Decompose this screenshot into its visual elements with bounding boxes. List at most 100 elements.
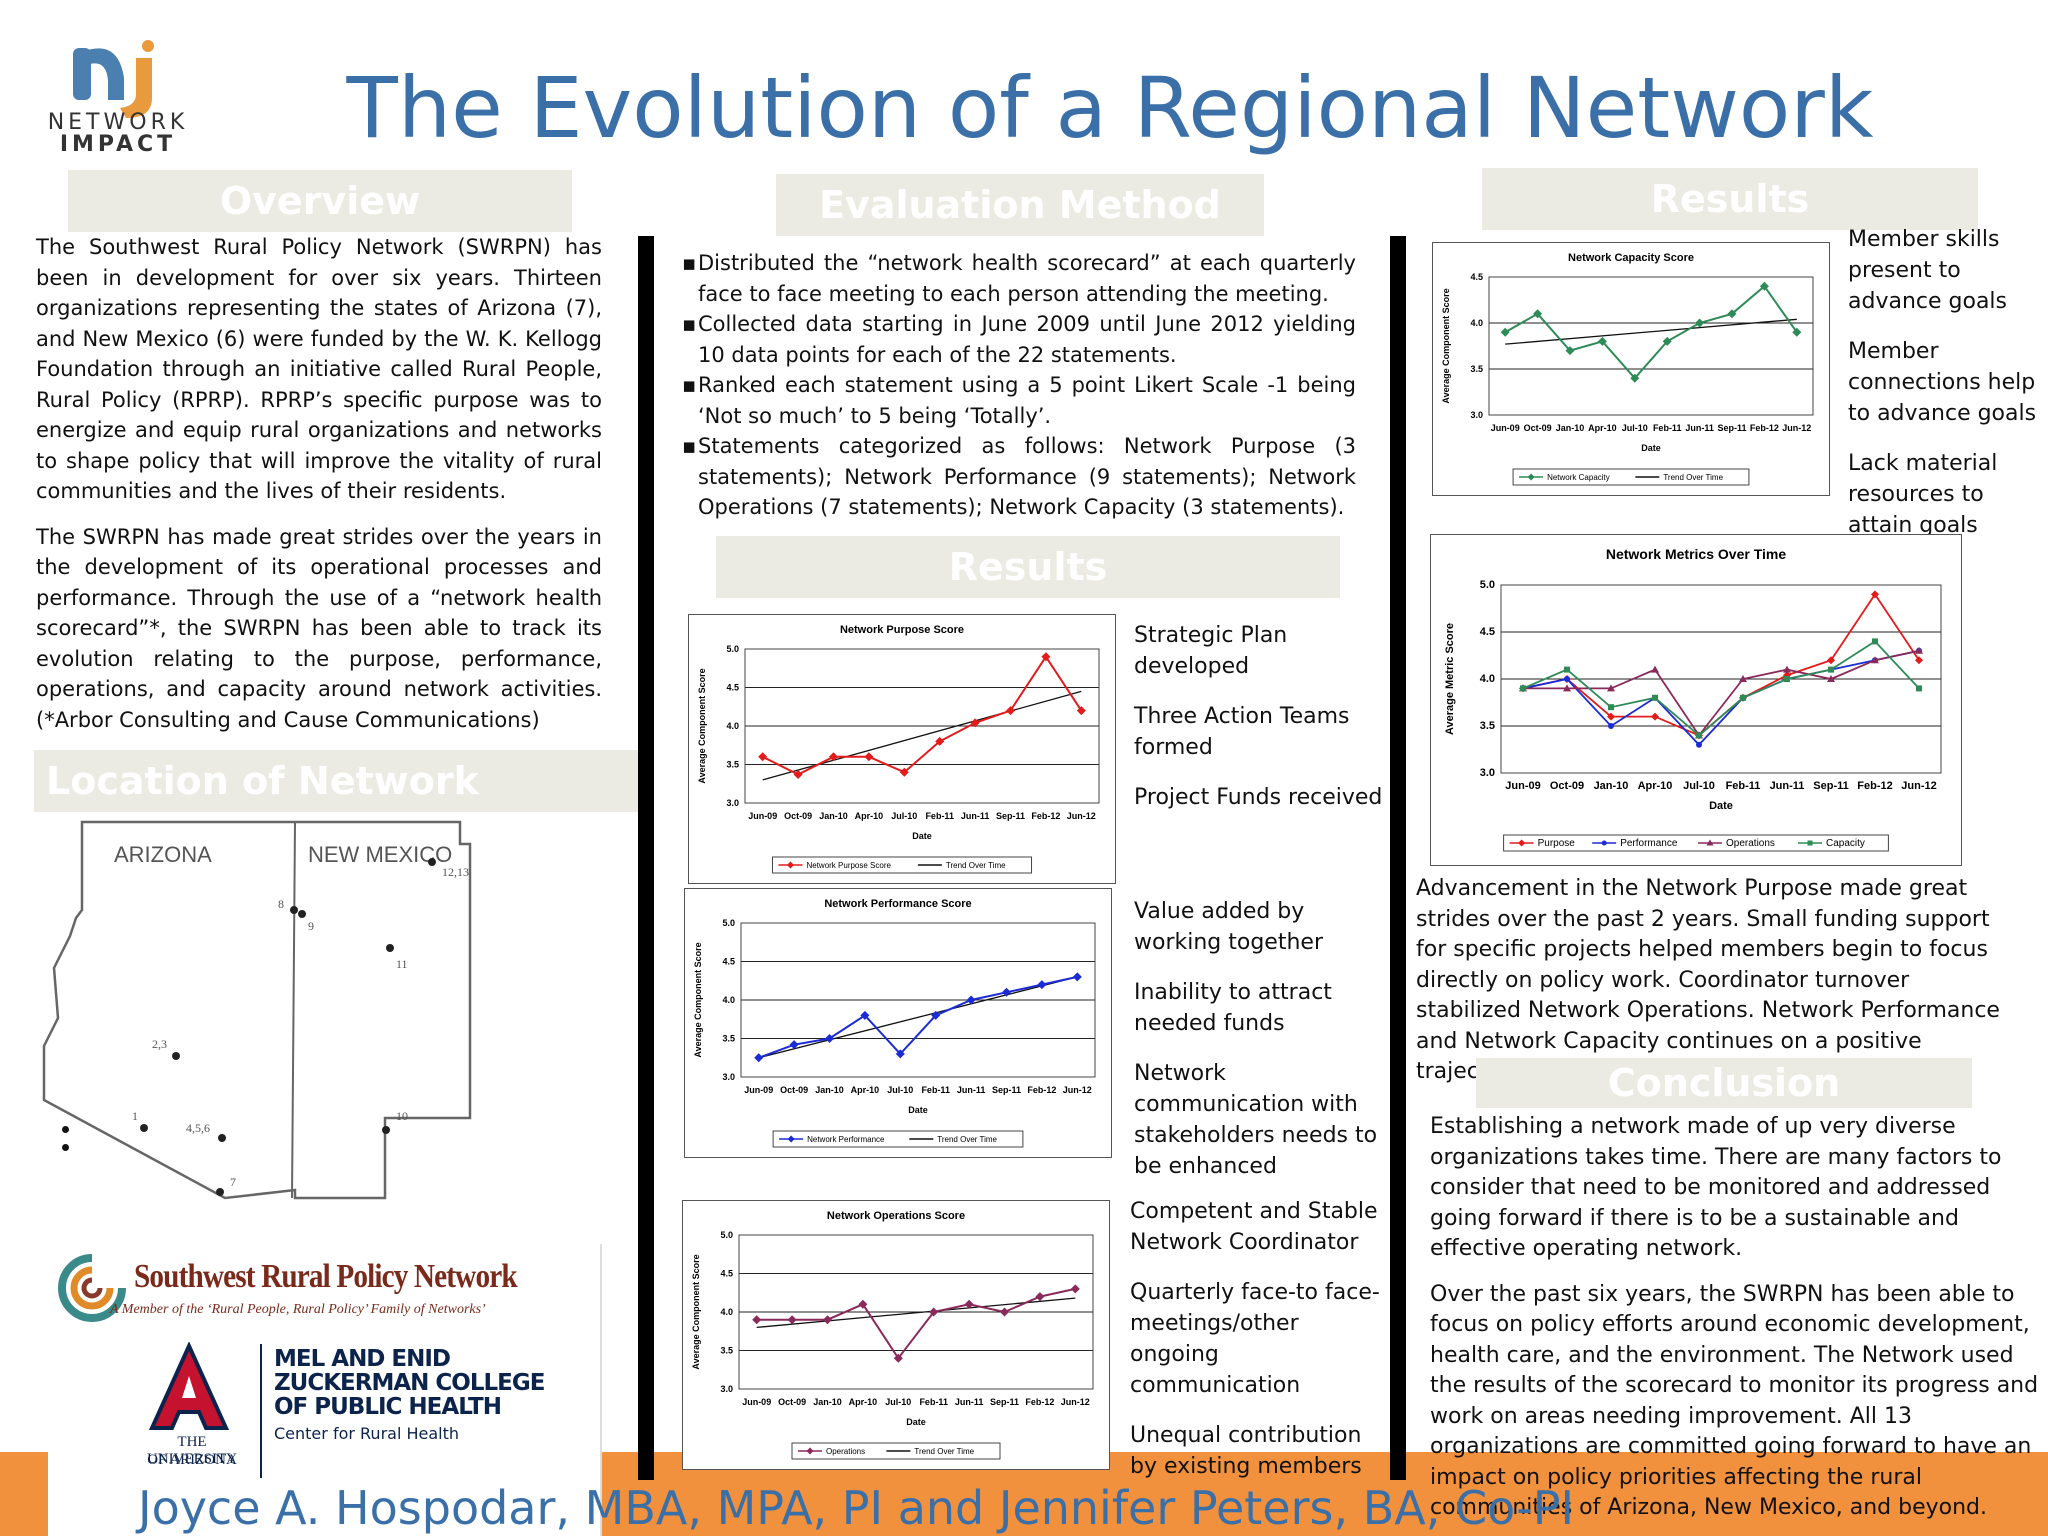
y-axis-label: Average Component Score (1441, 288, 1451, 403)
conclusion-paragraph-2: Over the past six years, the SWRPN has b… (1430, 1281, 2039, 1521)
x-axis-label: Date (912, 831, 932, 841)
logo-text-line1: NETWORK (47, 110, 189, 135)
x-tick-label: Jul-10 (885, 1397, 911, 1407)
data-point (789, 1040, 799, 1050)
data-point (1696, 741, 1702, 748)
plot-area (1500, 584, 1942, 774)
data-point (1520, 685, 1526, 692)
data-point (1607, 712, 1615, 721)
authors: Joyce A. Hospodar, MBA, MPA, PI and Jenn… (138, 1481, 1575, 1535)
y-tick-label: 4.0 (726, 721, 739, 731)
x-tick-label: Sep-11 (1717, 423, 1746, 433)
ua-line-1: THE UNIVERSITY (147, 1434, 237, 1467)
y-tick-label: 3.5 (726, 760, 739, 770)
x-tick-label: Jul-10 (1622, 423, 1648, 433)
logo-text-line2: IMPACT (59, 132, 177, 157)
data-point (1695, 318, 1705, 328)
y-tick-label: 3.5 (1480, 720, 1495, 732)
chart-title: Network Performance Score (824, 898, 971, 910)
x-tick-label: Feb-11 (919, 1397, 948, 1407)
college-line-3: OF PUBLIC HEALTH (274, 1394, 502, 1420)
data-point (1565, 346, 1575, 356)
data-point (1070, 1284, 1080, 1294)
legend-marker (786, 861, 794, 869)
map-dot-a (62, 1126, 69, 1133)
plot-area (738, 1234, 1094, 1390)
data-point (1563, 684, 1571, 692)
map-dot-b (62, 1144, 69, 1151)
chart-metrics-svg: Network Metrics Over Time 3.0 3.5 4.0 4.5 5.0… (1444, 546, 1942, 852)
college-divider (260, 1344, 262, 1478)
data-point (1000, 1307, 1009, 1317)
data-point (893, 1353, 903, 1363)
legend-label: Operations (826, 1447, 865, 1456)
data-point (935, 736, 945, 746)
note-item: Unequal contribution by existing members (1130, 1423, 1362, 1479)
x-tick-label: Jun-09 (742, 1397, 771, 1407)
x-tick-label: Jul-10 (1683, 780, 1715, 792)
college-line-1: MEL AND ENID (274, 1346, 451, 1372)
plot-area (1488, 276, 1814, 416)
y-tick-label: 3.0 (720, 1384, 733, 1394)
x-tick-label: Apr-10 (849, 1397, 878, 1407)
x-tick-label: Jan-10 (1594, 780, 1629, 792)
data-point (754, 1053, 764, 1063)
chart-title: Network Metrics Over Time (1606, 546, 1786, 562)
evaluation-bullet: Collected data starting in June 2009 unt… (682, 309, 1356, 370)
trend-line (758, 976, 1078, 1059)
legend-label: Network Capacity (1547, 473, 1610, 482)
data-point (1872, 638, 1878, 645)
data-point (1792, 327, 1802, 337)
y-axis-label: Average Component Score (693, 942, 703, 1057)
x-tick-label: Sep-11 (992, 1085, 1021, 1095)
data-point (1651, 712, 1659, 721)
map-point (140, 1124, 148, 1132)
x-axis-label: Date (906, 1417, 926, 1427)
poster-title: The Evolution of a Regional Network (346, 59, 1874, 157)
location-heading: Location of Network Members (34, 750, 642, 865)
evaluation-bullet: Distributed the “network health scorecar… (682, 248, 1356, 309)
column-divider-left (638, 236, 654, 1480)
map-point (290, 906, 298, 914)
data-point (895, 1049, 905, 1059)
conclusion-text: Establishing a network made of up very d… (1430, 1112, 2040, 1539)
legend-box (1512, 468, 1750, 486)
results-heading-middle: Results (716, 536, 1340, 598)
x-tick-label: Jul-10 (887, 1085, 913, 1095)
legend-box (772, 1130, 1024, 1148)
network-impact-logo: NETWORK IMPACT (28, 38, 208, 158)
data-point (823, 1315, 832, 1325)
y-tick-label: 3.0 (1470, 410, 1483, 420)
legend-marker (1706, 839, 1714, 846)
data-point (1564, 676, 1570, 682)
trend-line (756, 1297, 1076, 1329)
note-item: Project Funds received (1134, 785, 1383, 810)
overview-heading: Overview (68, 170, 572, 232)
legend-marker (787, 1135, 795, 1143)
data-point (1006, 706, 1015, 716)
data-point (1915, 646, 1923, 654)
data-point (966, 995, 976, 1005)
series-line (756, 1287, 1076, 1360)
series-line (1522, 649, 1920, 747)
y-tick-label: 4.5 (722, 957, 735, 967)
notes-operations: Competent and Stable Network Coordinator… (1130, 1196, 1390, 1501)
evaluation-heading: Evaluation Method (776, 174, 1264, 236)
series-line (762, 654, 1083, 776)
note-item: Network communication with stakeholders … (1134, 1061, 1378, 1179)
y-tick-label: 4.0 (1480, 673, 1495, 685)
map-point (216, 1188, 224, 1196)
map-point (428, 858, 436, 866)
data-point (1740, 694, 1746, 701)
data-point (1827, 656, 1835, 665)
data-point (1076, 706, 1086, 716)
data-point (1871, 656, 1879, 664)
x-tick-label: Feb-11 (1726, 780, 1761, 792)
swrpn-swirl-icon (58, 1254, 126, 1322)
data-point (964, 1299, 974, 1309)
legend-marker (1518, 839, 1526, 847)
x-tick-label: Apr-10 (855, 811, 884, 821)
y-tick-label: 4.5 (720, 1269, 733, 1279)
x-tick-label: Feb-11 (1653, 423, 1682, 433)
data-point (1696, 732, 1702, 739)
